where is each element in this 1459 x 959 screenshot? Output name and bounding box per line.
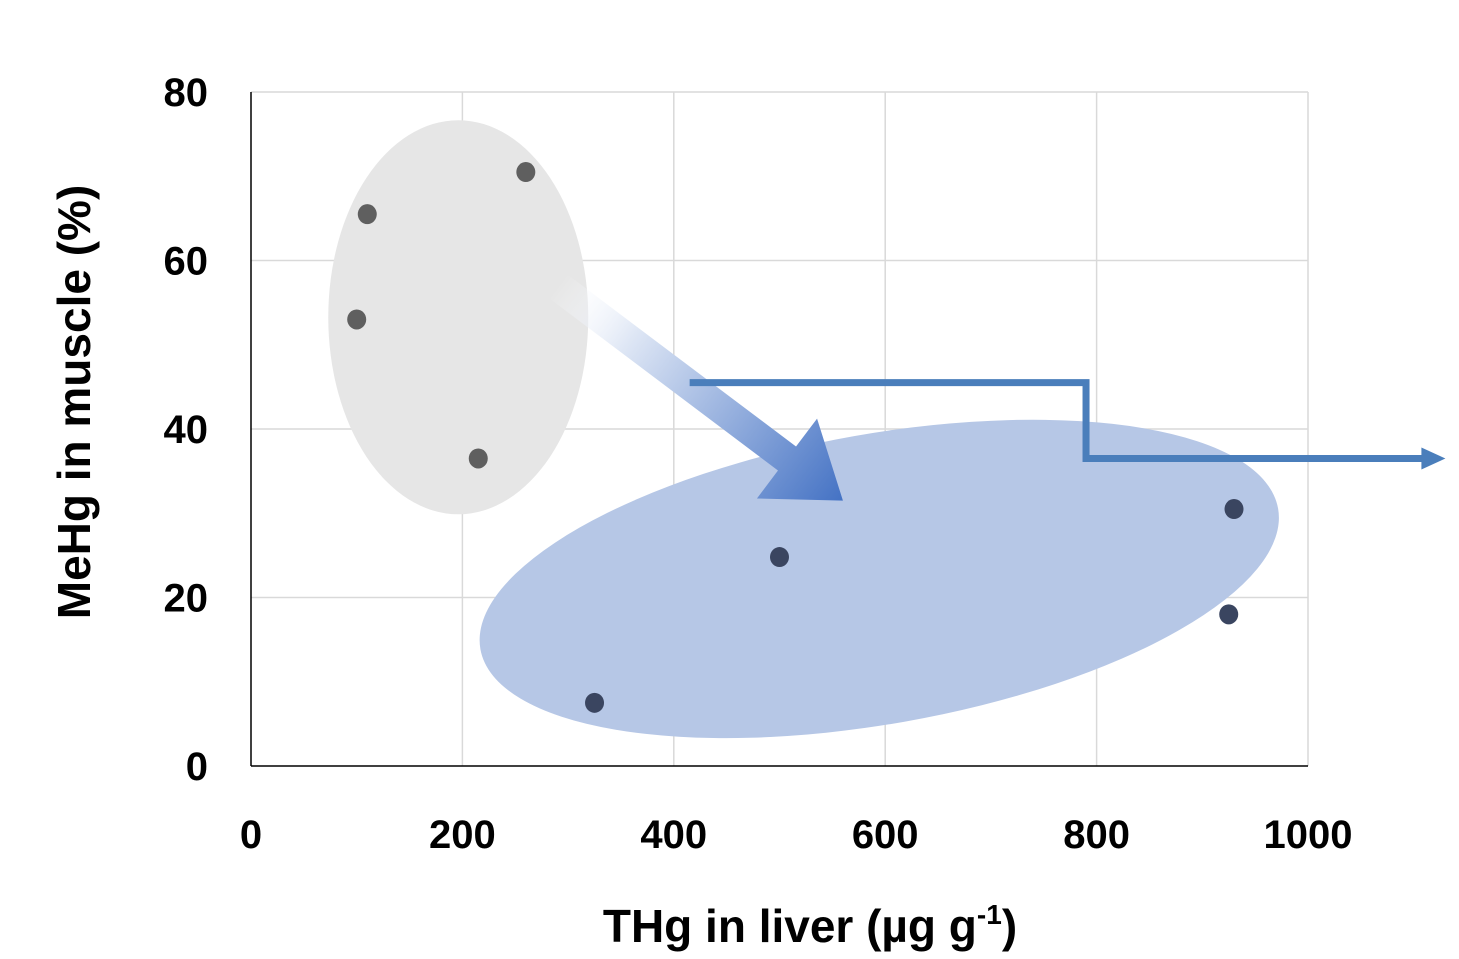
data-point: [468, 448, 488, 469]
data-point: [1219, 604, 1239, 625]
step-arrow-line: [689, 379, 1426, 462]
data-point: [770, 547, 789, 568]
cluster-ellipses: [328, 120, 1279, 739]
data-point: [357, 204, 377, 225]
x-tick-label: 600: [852, 813, 919, 857]
x-axis-title-superscript: -1: [977, 899, 1002, 930]
x-tick-label: 0: [240, 813, 262, 857]
x-axis-title: THg in liver (µg g-1): [603, 899, 1017, 952]
data-points: [347, 162, 1244, 713]
data-point: [585, 692, 605, 713]
x-tick-label: 800: [1063, 813, 1130, 857]
gradient-arrow: [548, 273, 843, 501]
data-point: [347, 309, 367, 330]
step-arrow-head: [1421, 447, 1446, 470]
data-point: [516, 162, 536, 183]
x-tick-label: 400: [640, 813, 707, 857]
axes: [250, 92, 1308, 767]
y-tick-label: 60: [164, 240, 209, 284]
y-tick-label: 20: [164, 577, 209, 621]
cluster-ellipse: [328, 120, 589, 515]
x-tick-label: 1000: [1264, 813, 1353, 857]
tick-labels: 0 200 400 600 800 1000 0 20 40 60 80: [164, 71, 1353, 857]
annotations: [548, 273, 1446, 501]
x-axis-title-main: THg in liver (µg g: [603, 900, 977, 952]
cluster-ellipse: [479, 419, 1279, 739]
data-point: [1224, 499, 1244, 520]
y-tick-label: 0: [186, 745, 208, 789]
y-tick-label: 80: [164, 71, 209, 115]
x-axis-title-suffix: ): [1002, 900, 1017, 952]
y-tick-label: 40: [164, 408, 209, 452]
x-tick-label: 200: [429, 813, 496, 857]
y-axis-title: MeHg in muscle (%): [48, 185, 100, 620]
